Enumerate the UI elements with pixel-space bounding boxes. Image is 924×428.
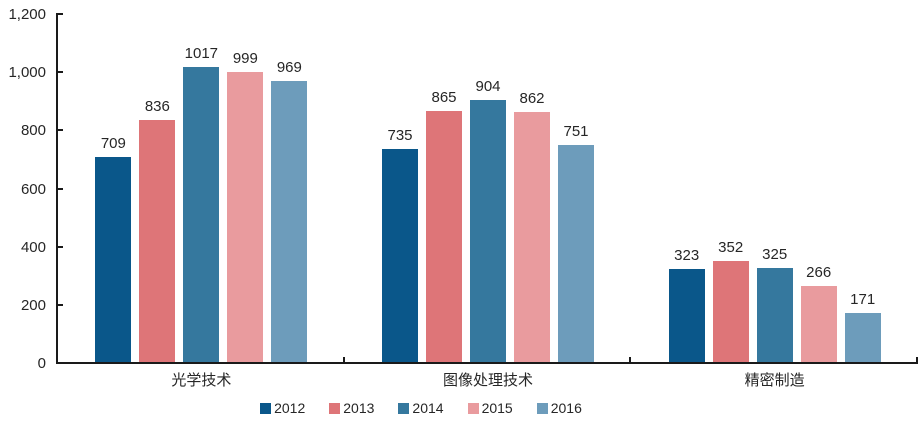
bar-2013-精密制造 bbox=[712, 260, 749, 363]
legend-label: 2016 bbox=[550, 400, 582, 416]
bar-value-label: 969 bbox=[276, 59, 302, 77]
category-label-2: 精密制造 bbox=[744, 372, 805, 389]
bar-2016-光学技术 bbox=[271, 81, 308, 363]
y-axis-tick bbox=[58, 245, 63, 248]
y-axis-tick-label: 0 bbox=[37, 355, 46, 372]
y-axis-tick-label: 800 bbox=[20, 122, 46, 140]
y-axis-tick-label: 400 bbox=[20, 238, 46, 256]
legend-item-2016: 2016 bbox=[536, 400, 582, 416]
bar-2015-精密制造 bbox=[800, 285, 837, 363]
bar-value-label: 865 bbox=[431, 89, 457, 107]
bar-value-label: 904 bbox=[475, 78, 501, 96]
bar-value-label: 735 bbox=[387, 127, 413, 145]
legend-swatch bbox=[536, 402, 548, 414]
legend-label: 2013 bbox=[343, 400, 375, 416]
bar-value-label: 266 bbox=[806, 263, 832, 281]
legend-swatch bbox=[329, 402, 341, 414]
bar-2015-图像处理技术 bbox=[514, 112, 550, 363]
bar-2014-光学技术 bbox=[183, 67, 220, 363]
y-axis-tick bbox=[58, 303, 63, 306]
bar-2012-精密制造 bbox=[668, 269, 705, 363]
bar-value-label: 1017 bbox=[184, 45, 219, 63]
legend: 2012 2013 2014 2015 2016 bbox=[0, 401, 842, 415]
legend-swatch bbox=[260, 402, 272, 414]
legend-label: 2012 bbox=[274, 400, 306, 416]
legend-swatch bbox=[398, 402, 410, 414]
bar-2016-精密制造 bbox=[844, 313, 881, 363]
bar-2014-精密制造 bbox=[756, 268, 793, 363]
category-label-0: 光学技术 bbox=[171, 372, 232, 389]
bar-2012-图像处理技术 bbox=[382, 149, 418, 363]
legend-item-2015: 2015 bbox=[467, 400, 513, 416]
bar-value-label: 171 bbox=[850, 291, 876, 309]
y-axis-tick bbox=[58, 13, 63, 15]
y-axis-tick bbox=[58, 71, 63, 74]
bar-value-label: 862 bbox=[519, 90, 545, 108]
bar-value-label: 751 bbox=[563, 122, 589, 140]
y-axis-tick bbox=[58, 187, 63, 190]
bar-2016-图像处理技术 bbox=[558, 144, 594, 363]
legend-item-2014: 2014 bbox=[398, 400, 444, 416]
bar-value-label: 352 bbox=[718, 238, 744, 256]
x-axis-tick bbox=[916, 357, 918, 363]
legend-item-2012: 2012 bbox=[260, 401, 305, 415]
y-axis-tick-label: 1,200 bbox=[8, 6, 46, 23]
bar-value-label: 325 bbox=[762, 246, 788, 264]
y-axis-tick-label: 200 bbox=[20, 296, 46, 314]
legend-label: 2014 bbox=[412, 400, 444, 416]
bar-2013-图像处理技术 bbox=[426, 111, 462, 363]
bar-value-label: 836 bbox=[144, 97, 170, 115]
bar-2012-光学技术 bbox=[95, 156, 132, 363]
bar-value-label: 999 bbox=[232, 50, 258, 68]
y-axis-tick-label: 1,000 bbox=[8, 64, 46, 82]
legend-swatch bbox=[467, 402, 479, 414]
bar-2013-光学技术 bbox=[139, 119, 176, 363]
bar-value-label: 709 bbox=[100, 134, 126, 152]
x-axis-tick bbox=[342, 357, 345, 363]
y-axis-tick bbox=[58, 129, 63, 132]
y-axis-line bbox=[56, 13, 58, 364]
bar-2015-光学技术 bbox=[227, 72, 264, 363]
x-axis-line bbox=[56, 362, 918, 364]
bar-2014-图像处理技术 bbox=[470, 100, 506, 363]
legend-label: 2015 bbox=[481, 400, 513, 416]
category-label-1: 图像处理技术 bbox=[442, 372, 533, 389]
legend-item-2013: 2013 bbox=[329, 401, 374, 415]
y-axis-tick-label: 600 bbox=[20, 180, 46, 198]
bar-value-label: 323 bbox=[674, 247, 700, 265]
x-axis-tick bbox=[629, 357, 632, 363]
